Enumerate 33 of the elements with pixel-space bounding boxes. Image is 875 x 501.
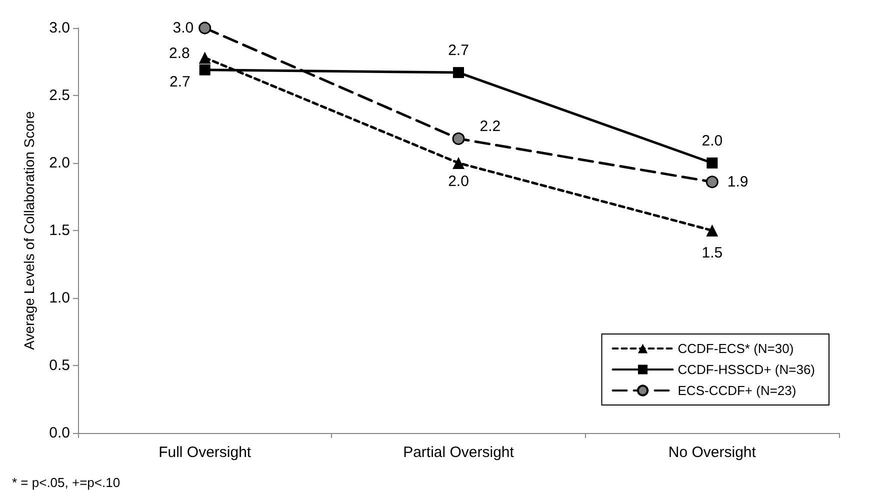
data-label: 2.7	[169, 73, 190, 90]
data-label: 2.7	[448, 42, 469, 60]
y-tick-label: 0.0	[49, 424, 70, 442]
y-tick-label: 3.0	[49, 20, 70, 36]
point	[452, 157, 464, 169]
data-label: 1.9	[727, 173, 748, 190]
data-label: 2.0	[702, 132, 723, 150]
y-tick-label: 2.0	[49, 154, 70, 172]
point	[198, 52, 211, 64]
data-label: 2.8	[168, 45, 190, 62]
x-tick-label: No Oversight	[668, 444, 757, 461]
y-axis-title: Average Levels of Collaboration Score	[21, 110, 37, 350]
point	[452, 132, 465, 145]
x-tick-label: Full Oversight	[158, 444, 252, 461]
y-tick-label: 0.5	[49, 357, 70, 374]
y-tick-label: 2.5	[49, 87, 70, 104]
data-label: 2.0	[448, 173, 469, 190]
x-tick-label: Partial Oversight	[403, 444, 515, 461]
text: * = p<.05, +=p<.10	[12, 475, 120, 490]
legend-label: ECS-CCDF+ (N=23)	[678, 383, 796, 398]
point	[453, 67, 464, 78]
data-label: 3.0	[172, 20, 194, 36]
legend-label: CCDF-ECS* (N=30)	[678, 341, 794, 356]
data-label: 2.2	[480, 118, 501, 136]
point	[198, 22, 212, 34]
point	[706, 176, 718, 188]
point	[199, 64, 210, 76]
legend-label: CCDF-HSSCD+ (N=36)	[678, 362, 816, 377]
y-tick-label: 1.0	[49, 290, 70, 306]
point	[706, 224, 718, 236]
data-label: 1.5	[702, 244, 723, 262]
point	[706, 158, 718, 168]
y-tick-label: 1.5	[49, 222, 70, 239]
